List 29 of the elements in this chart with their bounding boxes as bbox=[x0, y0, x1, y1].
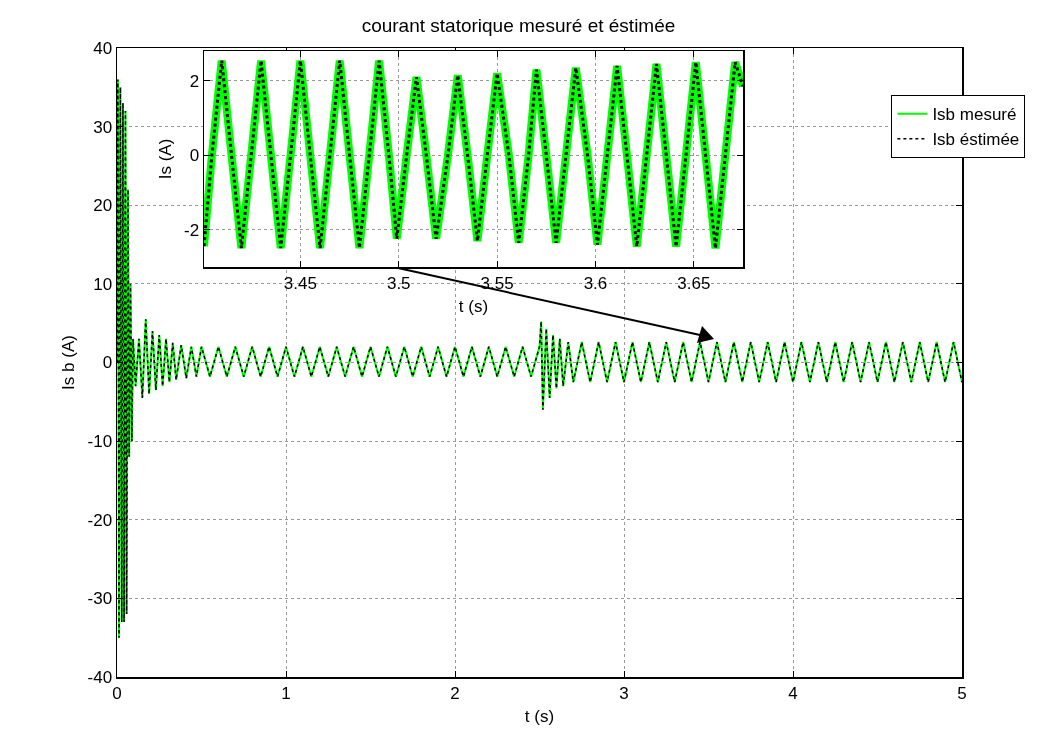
y-tick-label: -20 bbox=[87, 510, 113, 530]
y-tick-label: -30 bbox=[87, 589, 113, 609]
y-tick-label: 40 bbox=[93, 38, 113, 58]
y-tick-label: 10 bbox=[93, 274, 113, 294]
y-tick-label: -10 bbox=[87, 432, 113, 452]
x-axis-title: t (s) bbox=[458, 297, 489, 317]
y-tick-label: 30 bbox=[93, 117, 113, 137]
x-tick-label: 3.45 bbox=[283, 273, 317, 293]
y-tick-label: 0 bbox=[102, 353, 113, 373]
y-tick-label: 2 bbox=[189, 71, 200, 91]
y-tick-label: 0 bbox=[189, 146, 200, 166]
legend-label: Isb éstimée bbox=[932, 130, 1020, 150]
y-tick-label: 20 bbox=[93, 196, 113, 216]
legend-label: Isb mesuré bbox=[932, 105, 1017, 125]
x-tick-label: 3.6 bbox=[583, 273, 608, 293]
x-tick-label: 3.65 bbox=[677, 273, 711, 293]
x-tick-label: 1 bbox=[281, 683, 291, 703]
x-tick-label: 2 bbox=[450, 683, 460, 703]
y-tick-label: -2 bbox=[183, 220, 200, 240]
x-tick-label: 3.5 bbox=[386, 273, 411, 293]
x-tick-label: 3.55 bbox=[480, 273, 514, 293]
y-axis-title: Is (A) bbox=[155, 138, 175, 180]
x-tick-label: 4 bbox=[788, 683, 798, 703]
x-axis-title: t (s) bbox=[524, 707, 555, 727]
chart-title: courant statorique mesuré et éstimée bbox=[361, 15, 676, 37]
y-axis-title: Is b (A) bbox=[59, 335, 79, 390]
x-tick-label: 5 bbox=[957, 683, 967, 703]
x-tick-label: 3 bbox=[619, 683, 629, 703]
y-tick-label: -40 bbox=[87, 667, 113, 687]
